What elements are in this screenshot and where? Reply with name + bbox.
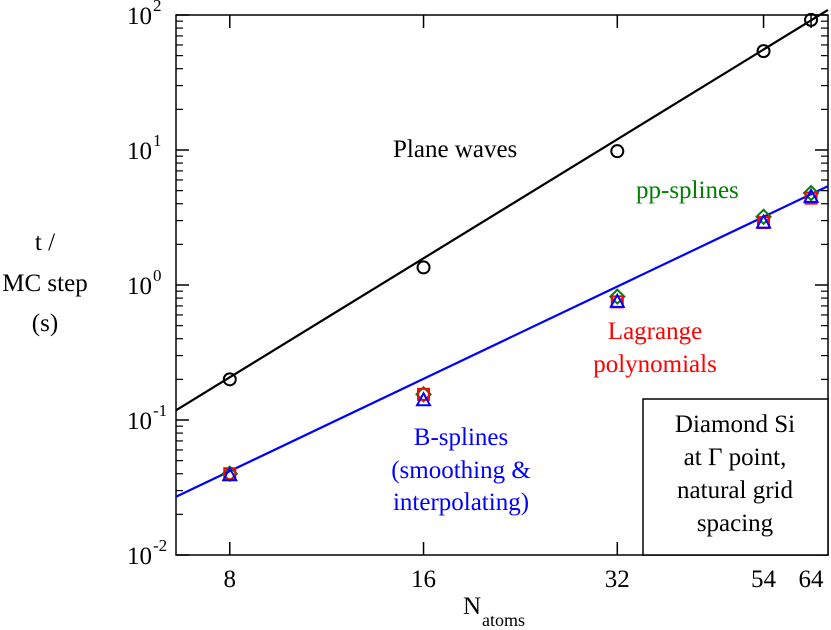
y-axis-label-line3: (s) <box>32 310 58 337</box>
bsplines-point <box>221 466 238 482</box>
y-axis-label-line1: t / <box>35 229 55 256</box>
annotation-lagrange-line2: polynomials <box>593 351 717 378</box>
splines-fit <box>175 185 829 498</box>
info-box: Diamond Si at Γ point, natural grid spac… <box>642 398 829 556</box>
info-box-line4: spacing <box>697 510 774 537</box>
y-tick-mantissa: 10 <box>127 273 152 300</box>
y-tick-exponent: -2 <box>153 536 167 555</box>
annotation-plane-waves: Plane waves <box>393 136 517 163</box>
y-tick-exponent: -1 <box>153 401 167 420</box>
x-tick-label: 54 <box>751 566 777 593</box>
x-axis-label-sub: atoms <box>482 610 525 630</box>
info-box-frame <box>642 398 829 556</box>
x-axis-label-main: N <box>463 593 481 620</box>
plane-waves-point <box>416 260 431 275</box>
bsplines-point <box>609 292 626 308</box>
info-box-line3: natural grid <box>677 477 793 504</box>
y-tick-label: 10 <box>127 408 152 435</box>
pp-splines-point <box>755 208 772 226</box>
info-box-line2-prefix: at <box>684 444 708 471</box>
info-box-line2: at Γ point, <box>684 444 787 471</box>
x-tick-label: 16 <box>411 566 436 593</box>
annotation-lagrange-line1: Lagrange <box>608 318 702 345</box>
pp-splines-point <box>802 184 820 202</box>
y-tick-label: 10 <box>127 543 152 570</box>
y-tick-label: 10 <box>127 273 152 300</box>
bsplines-point <box>755 213 772 229</box>
plane-waves-point <box>222 372 237 387</box>
plane-waves-fit <box>175 9 829 412</box>
plane-waves-point <box>804 12 819 27</box>
y-axis-label-line2: MC step <box>2 270 87 297</box>
fit-lines <box>175 9 829 498</box>
gamma-symbol: Γ <box>708 444 722 471</box>
y-tick-label: 10 <box>127 3 152 30</box>
y-tick-mantissa: 10 <box>127 408 152 435</box>
annotation-bsplines-line1: B-splines <box>414 424 508 451</box>
info-box-line2-suffix: point, <box>722 444 786 471</box>
bsplines-point <box>802 187 820 203</box>
bsplines-point <box>415 391 432 407</box>
y-tick-mantissa: 10 <box>127 543 152 570</box>
y-tick-mantissa: 10 <box>127 3 152 30</box>
info-box-line1: Diamond Si <box>675 411 795 438</box>
y-axis-label: t / MC step (s) <box>2 229 87 337</box>
lagrange-point <box>417 387 431 401</box>
x-tick-label: 8 <box>224 566 237 593</box>
x-tick-label: 64 <box>799 566 825 593</box>
x-axis-label: N atoms <box>463 593 525 630</box>
y-tick-label: 10 <box>127 138 152 165</box>
annotation-pp-splines: pp-splines <box>636 177 739 204</box>
y-tick-exponent: 0 <box>153 266 162 285</box>
plane-waves-point <box>610 144 625 159</box>
pp-splines-point <box>608 288 626 306</box>
annotation-bsplines-line3: interpolating) <box>393 489 529 516</box>
annotation-bsplines-line2: (smoothing & <box>391 457 531 484</box>
y-tick-exponent: 1 <box>153 131 162 150</box>
plane-waves-point <box>756 44 771 59</box>
data-markers <box>221 12 820 483</box>
y-tick-mantissa: 10 <box>127 138 152 165</box>
x-tick-label: 32 <box>605 566 630 593</box>
y-tick-exponent: 2 <box>153 0 162 15</box>
